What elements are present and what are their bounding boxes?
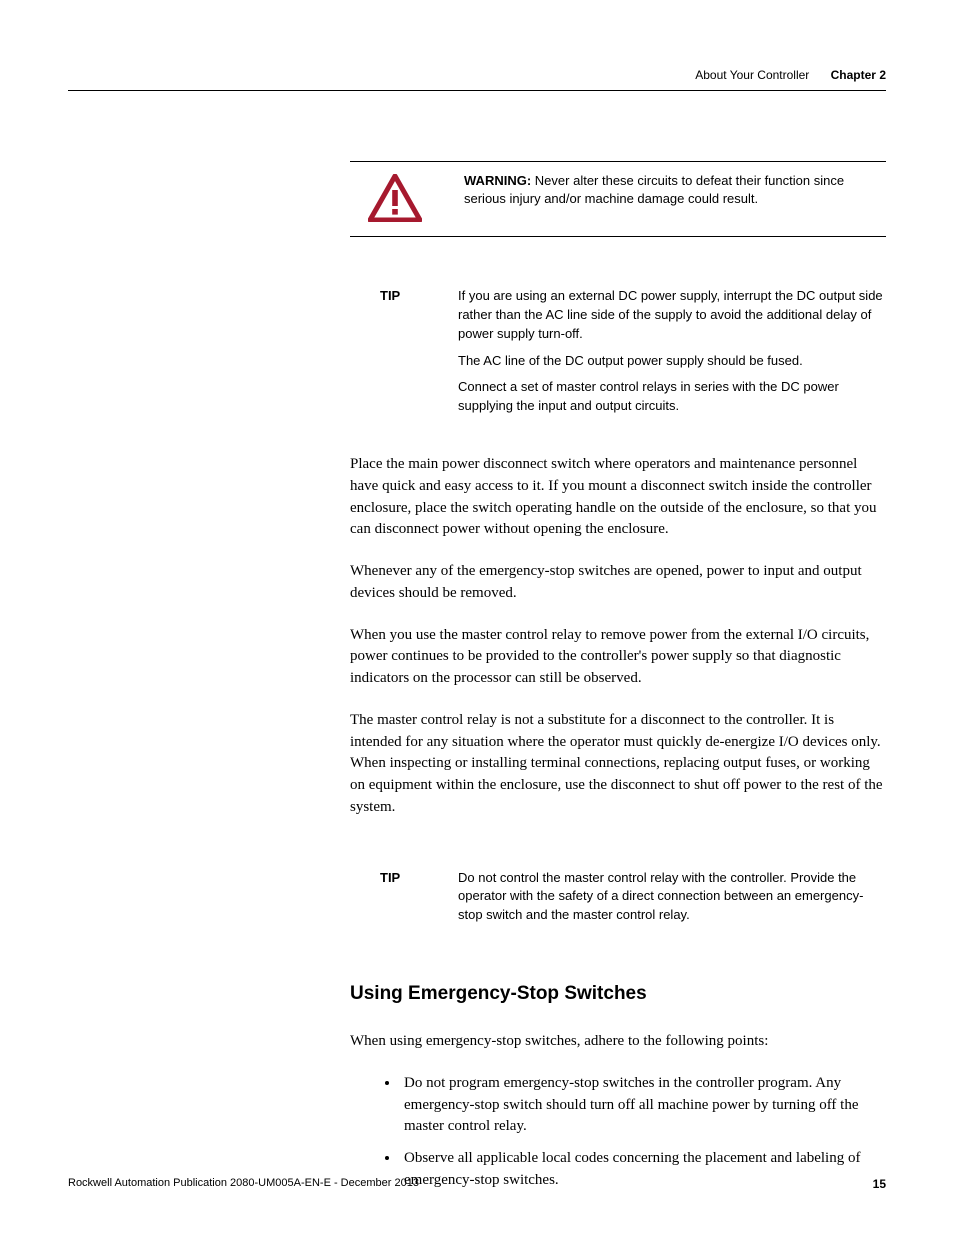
section-intro: When using emergency-stop switches, adhe…: [350, 1031, 886, 1053]
warning-callout: WARNING: Never alter these circuits to d…: [350, 161, 886, 237]
tip-label: TIP: [380, 287, 458, 424]
section-heading: Using Emergency-Stop Switches: [350, 983, 886, 1005]
list-item: Do not program emergency-stop switches i…: [400, 1073, 886, 1138]
tip-paragraph: The AC line of the DC output power suppl…: [458, 352, 886, 371]
warning-text: WARNING: Never alter these circuits to d…: [440, 172, 886, 208]
header-chapter-label: Chapter 2: [831, 68, 886, 82]
warning-triangle-icon: [350, 172, 440, 222]
tip-callout-2: TIP Do not control the master control re…: [380, 869, 886, 934]
tip-body: If you are using an external DC power su…: [458, 287, 886, 424]
content-column: WARNING: Never alter these circuits to d…: [350, 161, 886, 1192]
page-footer: Rockwell Automation Publication 2080-UM0…: [68, 1177, 886, 1191]
page-header: About Your Controller Chapter 2: [68, 68, 886, 91]
tip-callout-1: TIP If you are using an external DC powe…: [380, 287, 886, 424]
tip-body: Do not control the master control relay …: [458, 869, 886, 934]
warning-label: WARNING:: [464, 173, 531, 188]
body-paragraph: Whenever any of the emergency-stop switc…: [350, 561, 886, 605]
bullet-list: Do not program emergency-stop switches i…: [400, 1073, 886, 1192]
tip-paragraph: Connect a set of master control relays i…: [458, 378, 886, 416]
body-paragraph: Place the main power disconnect switch w…: [350, 454, 886, 541]
tip-paragraph: If you are using an external DC power su…: [458, 287, 886, 344]
body-paragraph: The master control relay is not a substi…: [350, 710, 886, 819]
footer-page-number: 15: [873, 1177, 886, 1191]
footer-publication: Rockwell Automation Publication 2080-UM0…: [68, 1177, 419, 1191]
tip-label: TIP: [380, 869, 458, 934]
tip-paragraph: Do not control the master control relay …: [458, 869, 886, 926]
body-paragraph: When you use the master control relay to…: [350, 625, 886, 690]
header-section-title: About Your Controller: [695, 68, 809, 82]
